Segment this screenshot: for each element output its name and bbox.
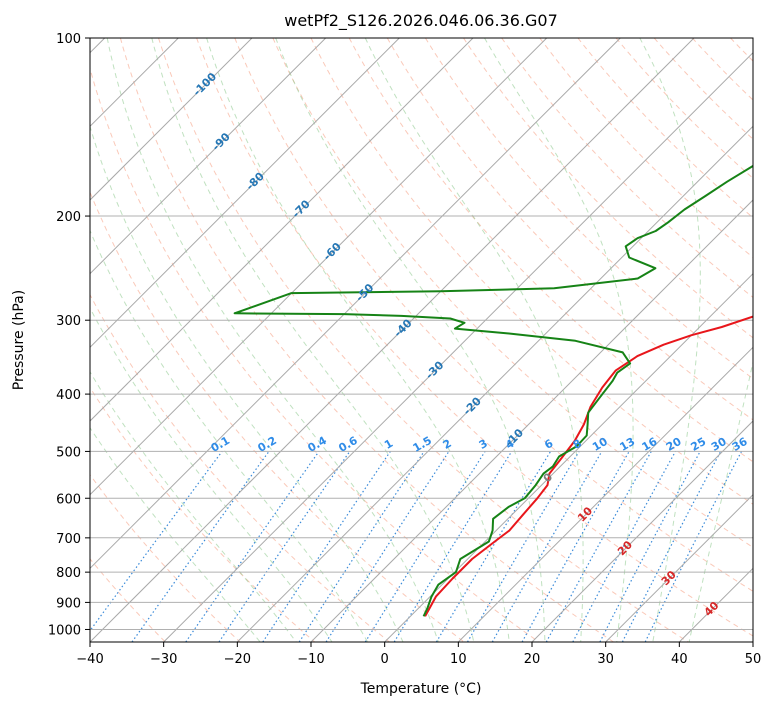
x-tick-label: 0 [381, 652, 389, 667]
y-axis: 100 200 300 400 500 600 700 800 900 1000 [48, 32, 90, 638]
dry-adiabat [272, 38, 753, 548]
mixing-ratio-line [491, 451, 603, 642]
x-axis: −40 −30 −20 −10 0 10 20 30 40 50 [76, 642, 761, 667]
y-tick-label: 300 [56, 314, 81, 329]
isotherm [90, 38, 548, 496]
y-tick-label: 800 [56, 566, 81, 581]
y-tick-label: 100 [56, 32, 81, 47]
isotherm [90, 38, 327, 275]
x-tick-label: 20 [524, 652, 541, 667]
mixing-ratio-line [545, 451, 652, 642]
y-tick-label: 900 [56, 596, 81, 611]
moist-adiabat [364, 38, 584, 642]
dry-adiabat [234, 38, 753, 592]
x-tick-label: 30 [597, 652, 614, 667]
moist-adiabat [90, 124, 404, 642]
x-tick-label: 50 [745, 652, 762, 667]
isotherm [310, 199, 753, 642]
mixing-ratio-line [218, 451, 351, 642]
dry-adiabat [90, 386, 316, 642]
pressure-gridlines [90, 38, 753, 630]
isotherm [531, 420, 753, 642]
mixing-ratio-line [572, 451, 677, 642]
isotherm [163, 51, 753, 642]
isotherm [90, 38, 695, 642]
mixing-ratio-line [325, 451, 450, 642]
background-reference-lines [90, 38, 753, 642]
y-axis-label: Pressure (hPa) [11, 290, 27, 390]
isotherm [90, 38, 621, 570]
dry-adiabat [615, 38, 753, 179]
mixing-ratio-line [131, 451, 270, 642]
plot-frame [89, 37, 754, 643]
mixing-ratio-line [435, 451, 552, 642]
y-tick-label: 600 [56, 492, 81, 507]
dry-adiabat [386, 38, 753, 421]
mixing-ratio-line [393, 451, 513, 642]
moist-adiabat [90, 306, 333, 642]
isotherm [605, 493, 753, 642]
dry-adiabat [501, 38, 753, 298]
mixing-ratio-line [90, 451, 223, 632]
dry-adiabat [463, 38, 753, 339]
profile-series [233, 164, 753, 617]
x-tick-label: 10 [450, 652, 467, 667]
y-tick-label: 200 [56, 210, 81, 225]
x-tick-label: −10 [297, 652, 324, 667]
chart-title: wetPf2_S126.2026.046.06.36.G07 [284, 11, 558, 31]
moist-adiabat [275, 38, 546, 642]
y-tick-label: 700 [56, 532, 81, 547]
profile-line [424, 315, 753, 617]
moist-adiabat [106, 38, 439, 642]
moist-adiabat [639, 38, 701, 642]
dry-adiabat [196, 38, 753, 637]
mixing-ratio-line [364, 451, 486, 642]
isotherm [457, 346, 753, 642]
dry-adiabat [158, 38, 689, 642]
x-tick-label: 40 [671, 652, 688, 667]
dry-adiabat [90, 66, 540, 642]
y-tick-label: 500 [56, 445, 81, 460]
y-tick-label: 1000 [48, 623, 81, 638]
x-axis-label: Temperature (°C) [360, 681, 482, 697]
mixing-ratio-line [466, 451, 580, 642]
moist-adiabat [484, 38, 634, 642]
x-tick-label: −30 [150, 652, 177, 667]
mixing-ratio-line [521, 451, 630, 642]
isotherm [90, 38, 400, 349]
profile-line [233, 164, 753, 617]
x-tick-label: −40 [76, 652, 103, 667]
isotherm [90, 38, 474, 422]
y-tick-label: 400 [56, 388, 81, 403]
dry-adiabat [348, 38, 753, 463]
isotherm [236, 125, 753, 642]
isotherm [384, 272, 753, 642]
dry-adiabat [310, 38, 753, 505]
isotherm [90, 38, 253, 201]
x-tick-label: −20 [224, 652, 251, 667]
